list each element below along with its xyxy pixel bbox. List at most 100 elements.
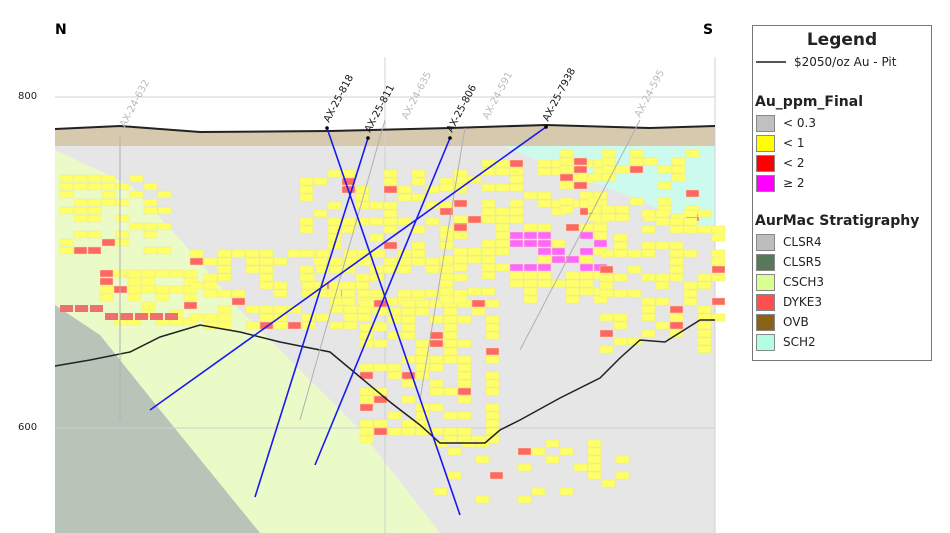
grade-block (495, 263, 510, 272)
grade-block (559, 487, 574, 496)
grade-block (101, 182, 116, 191)
grade-block (683, 297, 698, 306)
grade-block (697, 337, 712, 346)
grade-block (169, 269, 184, 278)
grade-block (485, 355, 500, 364)
legend-item: < 2 (753, 153, 931, 173)
grade-block (551, 239, 566, 248)
grade-block (601, 165, 616, 174)
grade-block (671, 173, 686, 182)
grade-block (587, 213, 602, 222)
grade-block (259, 265, 274, 274)
drillhole-trace[interactable] (254, 137, 369, 498)
grade-block (537, 223, 552, 232)
grade-block (537, 263, 552, 272)
grade-block (327, 289, 342, 298)
grade-block (143, 182, 158, 191)
grade-block (411, 257, 426, 266)
grade-block (383, 241, 398, 250)
grade-block (579, 247, 594, 256)
grade-block (457, 339, 472, 348)
color-swatch (756, 293, 775, 311)
grade-block (143, 198, 158, 207)
grade-block (429, 339, 444, 348)
grade-block (443, 323, 458, 332)
grade-block (369, 201, 384, 210)
grade-block (115, 230, 130, 239)
grade-block (373, 419, 388, 428)
grade-block (101, 190, 116, 199)
grade-block (203, 313, 218, 322)
grade-block (613, 289, 628, 298)
grade-block (481, 215, 496, 224)
grade-block (669, 257, 684, 266)
grade-block (373, 323, 388, 332)
grade-block (87, 246, 102, 255)
drillhole-trace[interactable] (149, 126, 547, 411)
grade-block (523, 223, 538, 232)
grade-block (429, 387, 444, 396)
grade-block (401, 427, 416, 436)
collar-marker (325, 126, 329, 130)
grade-block (551, 255, 566, 264)
grade-block (599, 289, 614, 298)
grade-block (87, 174, 102, 183)
grade-block (203, 281, 218, 290)
grade-block (439, 183, 454, 192)
grade-block (115, 182, 130, 191)
drillhole-trace[interactable] (326, 127, 461, 516)
grade-block (481, 207, 496, 216)
grade-block (711, 265, 726, 274)
grade-block (327, 169, 342, 178)
grade-block (685, 189, 700, 198)
grade-block (341, 297, 356, 306)
grade-block (359, 427, 374, 436)
grade-block (203, 289, 218, 298)
grade-block (669, 225, 684, 234)
grade-block (655, 297, 670, 306)
legend-label: CSCH3 (783, 275, 825, 289)
grade-block (73, 174, 88, 183)
grade-block (231, 289, 246, 298)
collar-marker (448, 136, 452, 140)
grade-block (559, 197, 574, 206)
legend-label: < 2 (783, 156, 805, 170)
grade-block (641, 329, 656, 338)
grade-block (599, 265, 614, 274)
grade-block (627, 265, 642, 274)
grade-block (509, 199, 524, 208)
grade-block (183, 293, 198, 302)
grade-block (425, 289, 440, 298)
grade-block (73, 198, 88, 207)
grade-block (495, 167, 510, 176)
grade-block (301, 313, 316, 322)
grade-block (559, 173, 574, 182)
color-swatch (756, 174, 775, 192)
grade-block (355, 201, 370, 210)
grade-block (59, 238, 74, 247)
grade-block (495, 223, 510, 232)
grade-block (383, 225, 398, 234)
grade-block (453, 231, 468, 240)
grade-block (565, 255, 580, 264)
grade-block (387, 363, 402, 372)
grade-block (150, 313, 163, 320)
grade-block (397, 217, 412, 226)
grade-block (259, 257, 274, 266)
grade-block (259, 305, 274, 314)
grade-block (537, 159, 552, 168)
grade-block (341, 289, 356, 298)
grade-block (615, 455, 630, 464)
grade-block (127, 293, 142, 302)
grade-block (579, 191, 594, 200)
grade-block (387, 411, 402, 420)
grade-block (73, 182, 88, 191)
grade-block (273, 281, 288, 290)
grade-block (485, 387, 500, 396)
grade-block (343, 313, 358, 322)
grade-block (587, 197, 602, 206)
grade-block (383, 209, 398, 218)
grade-block (615, 471, 630, 480)
grade-block (629, 165, 644, 174)
drillhole-trace[interactable] (314, 137, 451, 466)
